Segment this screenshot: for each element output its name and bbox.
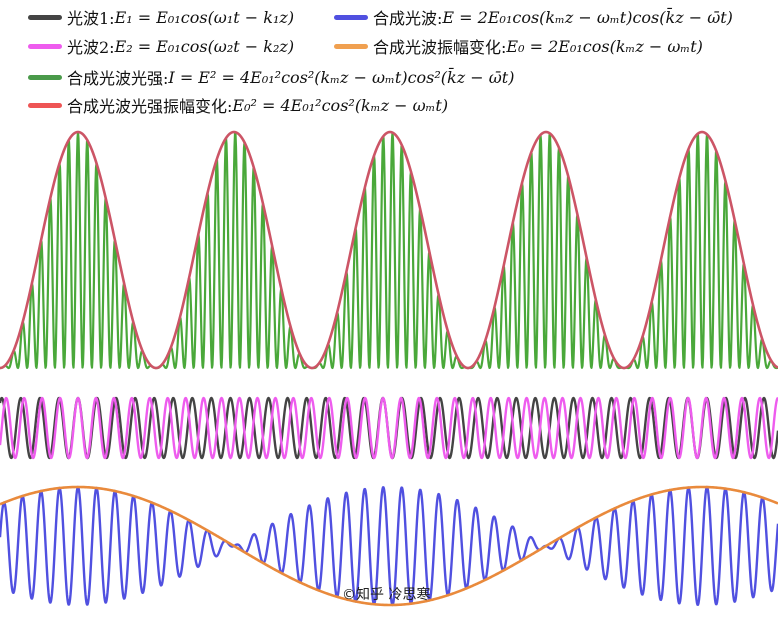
legend-label: 合成光波光强振幅变化: — [67, 97, 233, 116]
combined-wave-panel — [0, 485, 778, 607]
legend-item-combined: 合成光波: E = 2E₀₁cos(kₘz − ωₘt)cos(k̄z − ω̄… — [334, 4, 733, 30]
legend: 光波1: E₁ = E₀₁cos(ω₁t − k₁z) 合成光波: E = 2E… — [0, 0, 778, 125]
legend-swatch-intensity-envelope — [28, 102, 62, 108]
legend-item-wave1: 光波1: E₁ = E₀₁cos(ω₁t − k₁z) — [28, 4, 294, 30]
legend-swatch-amplitude — [334, 43, 368, 49]
legend-swatch-wave2 — [28, 43, 62, 49]
legend-formula: E = 2E₀₁cos(kₘz − ωₘt)cos(k̄z − ω̄t) — [442, 7, 733, 27]
legend-swatch-combined — [334, 14, 368, 20]
legend-label: 合成光波: — [373, 9, 443, 28]
legend-formula: E₂ = E₀₁cos(ω₂t − k₂z) — [114, 36, 295, 56]
legend-item-intensity: 合成光波光强: I = E² = 4E₀₁²cos²(kₘz − ωₘt)cos… — [28, 64, 514, 90]
legend-item-amplitude: 合成光波振幅变化: E₀ = 2E₀₁cos(kₘz − ωₘt) — [334, 33, 703, 59]
intensity-panel — [0, 130, 778, 370]
legend-label: 合成光波光强: — [67, 69, 169, 88]
legend-item-wave2: 光波2: E₂ = E₀₁cos(ω₂t − k₂z) — [28, 33, 294, 59]
legend-label: 光波2: — [67, 38, 115, 57]
watermark: ©知乎 冷思寒 — [342, 587, 431, 603]
legend-label: 合成光波振幅变化: — [373, 38, 507, 57]
intensity-envelope-curve — [0, 130, 778, 370]
intensity-curve — [0, 130, 778, 370]
wave2-curve — [0, 396, 778, 460]
component-waves-panel — [0, 396, 778, 460]
legend-item-intensity-envelope: 合成光波光强振幅变化: E₀² = 4E₀₁²cos²(kₘz − ωₘt) — [28, 92, 448, 118]
legend-formula: E₀² = 4E₀₁²cos²(kₘz − ωₘt) — [232, 95, 449, 115]
legend-swatch-intensity — [28, 74, 62, 80]
legend-label: 光波1: — [67, 9, 115, 28]
combined-wave-curve — [0, 485, 778, 607]
amplitude-envelope-curve — [0, 485, 778, 607]
legend-formula: I = E² = 4E₀₁²cos²(kₘz − ωₘt)cos²(k̄z − … — [168, 67, 515, 87]
legend-formula: E₀ = 2E₀₁cos(kₘz − ωₘt) — [506, 36, 703, 56]
legend-formula: E₁ = E₀₁cos(ω₁t − k₁z) — [114, 7, 295, 27]
legend-swatch-wave1 — [28, 14, 62, 20]
